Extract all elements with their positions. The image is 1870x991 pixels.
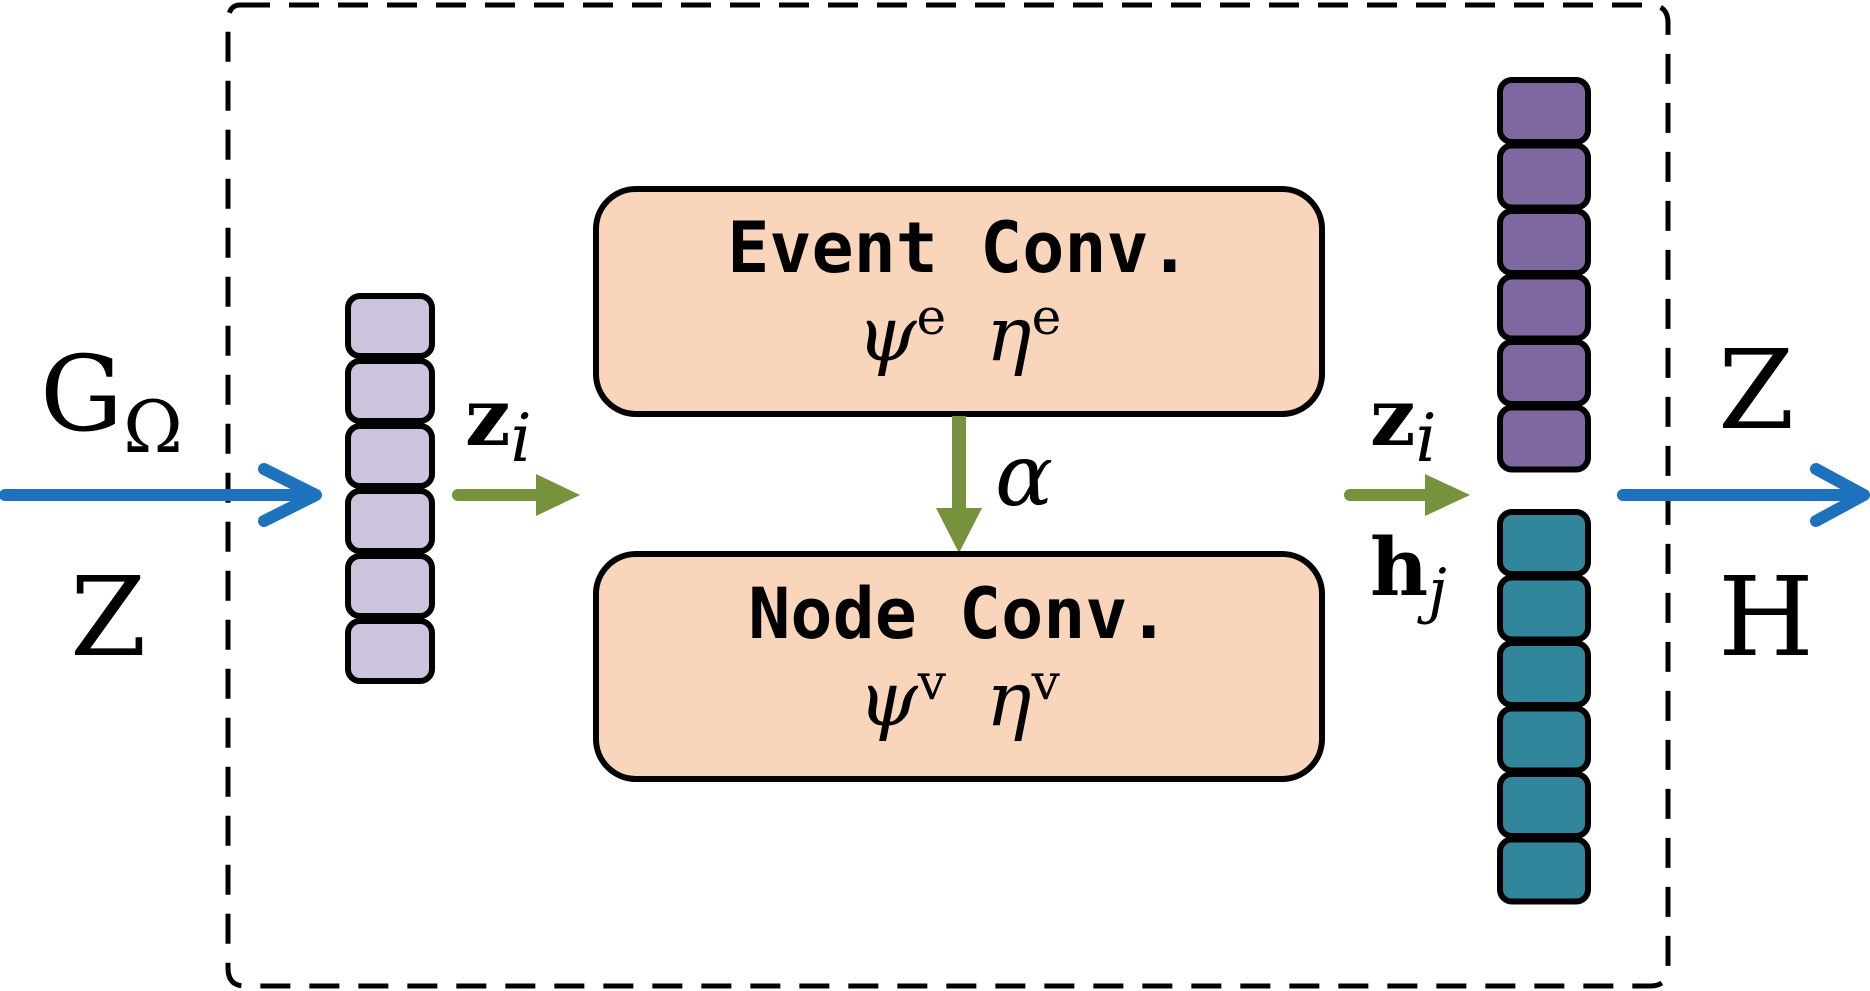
vector-cell <box>345 488 435 554</box>
node-conv-params: ψv ηv <box>858 653 1060 743</box>
vector-cell <box>1497 836 1591 905</box>
vector-cell <box>1497 77 1591 145</box>
vector-cell <box>1497 640 1591 708</box>
vector-cell <box>1497 404 1591 473</box>
event-conv-title: Event Conv. <box>727 207 1191 289</box>
vector-cell <box>345 618 435 684</box>
vector-cell <box>345 553 435 619</box>
right-vector-label-h: hj <box>1370 520 1447 626</box>
vector-cell <box>345 293 435 359</box>
event-conv-params: ψe ηe <box>857 288 1061 378</box>
vector-cell <box>1497 208 1591 276</box>
vector-cell <box>1497 142 1591 211</box>
vector-cell <box>1497 574 1591 643</box>
vector-cell <box>345 358 435 424</box>
vector-cell <box>345 423 435 489</box>
input-arrow <box>0 463 322 527</box>
node-conv-box <box>593 551 1325 782</box>
input-label-g-omega: GΩ <box>40 333 183 469</box>
right-z-vector <box>1497 77 1591 473</box>
left-feature-vector <box>345 293 435 684</box>
input-label-z: Z <box>70 553 146 681</box>
module-boundary <box>225 2 1671 989</box>
output-label-z: Z <box>1718 326 1794 454</box>
alpha-label: α <box>995 426 1053 526</box>
output-arrow <box>1617 463 1870 527</box>
node-conv-title: Node Conv. <box>748 573 1169 655</box>
left-inner-arrow <box>452 474 580 516</box>
right-inner-arrow <box>1344 474 1470 516</box>
vector-cell <box>1497 705 1591 774</box>
event-conv-block: Event Conv. ψe ηe <box>593 186 1325 417</box>
vector-cell <box>1497 273 1591 342</box>
right-h-vector <box>1497 509 1591 905</box>
vector-cell <box>1497 771 1591 839</box>
event-conv-box <box>593 186 1325 417</box>
vector-cell <box>1497 509 1591 577</box>
output-label-h: H <box>1718 553 1814 681</box>
right-vector-label-z: zi <box>1370 370 1437 477</box>
left-vector-label: zi <box>465 370 532 477</box>
vector-cell <box>1497 339 1591 407</box>
node-conv-block: Node Conv. ψv ηv <box>593 551 1325 782</box>
alpha-arrow <box>936 416 982 553</box>
